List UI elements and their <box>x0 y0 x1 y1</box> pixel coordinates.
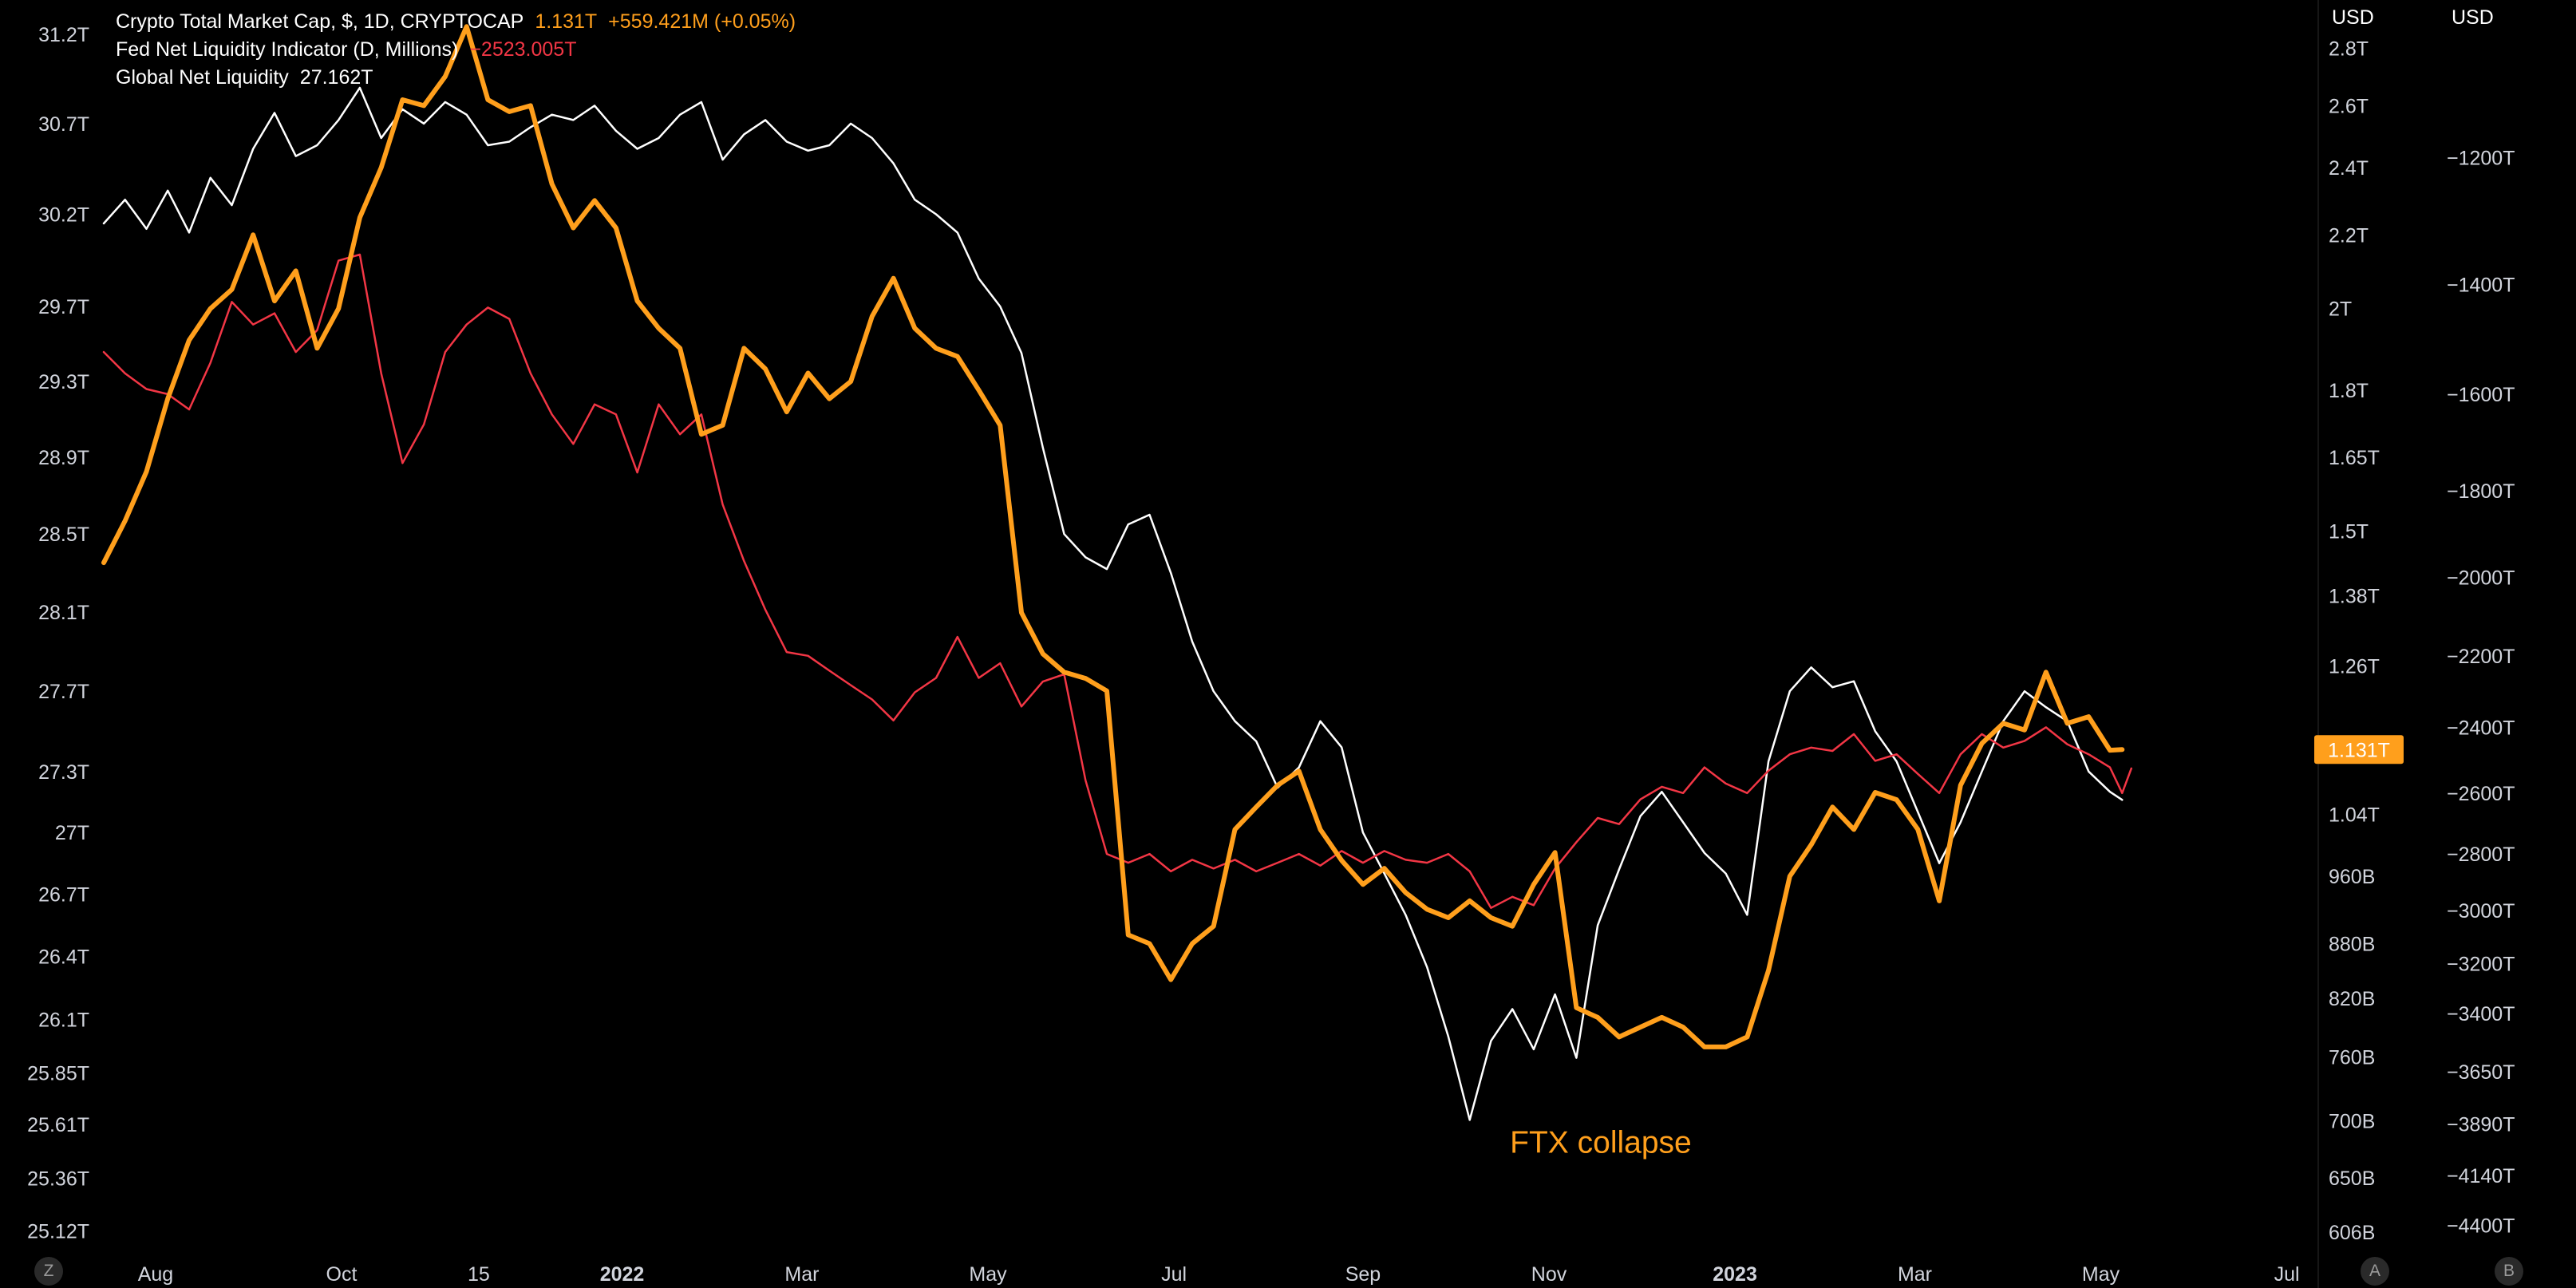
legend-series-change: +559.421M (+0.05%) <box>608 10 796 33</box>
right-tick-label: 606B <box>2329 1222 2375 1244</box>
fed-tick-label: −1800T <box>2447 480 2515 503</box>
left-tick-label: 29.7T <box>38 296 89 318</box>
fed-tick-label: −4140T <box>2447 1165 2515 1187</box>
right-price-axis-usd: USD 2.8T 2.6T 2.4T 2.2T 2T 1.8T 1.65T 1.5T 1.38T 1… <box>2329 6 2380 1244</box>
right-tick-label: 880B <box>2329 933 2375 955</box>
left-tick-label: 25.85T <box>27 1062 89 1085</box>
right-tick-label: 700B <box>2329 1110 2375 1132</box>
x-tick-label: Jul <box>1161 1263 1187 1286</box>
legend-series-name: Global Net Liquidity <box>116 66 289 89</box>
legend-series-value: −2523.005T <box>469 38 577 61</box>
right-tick-label: 1.65T <box>2329 447 2380 469</box>
x-tick-label: Aug <box>138 1263 173 1286</box>
right-tick-label: 1.5T <box>2329 521 2369 543</box>
left-tick-label: 25.61T <box>27 1114 89 1136</box>
left-tick-label: 27.3T <box>38 761 89 784</box>
right-tick-label: 2.2T <box>2329 224 2369 247</box>
legend-series-name: Fed Net Liquidity Indicator (D, Millions… <box>116 38 459 61</box>
right-tick-label: 760B <box>2329 1047 2375 1069</box>
annotation-layer: FTX collapse <box>1510 1125 1692 1160</box>
x-tick-label: 15 <box>468 1263 490 1286</box>
left-tick-label: 30.2T <box>38 203 89 226</box>
series-layer <box>101 24 2133 1121</box>
fed-tick-label: −1600T <box>2447 384 2515 406</box>
right-tick-label: 2.4T <box>2329 157 2369 180</box>
fed-tick-label: −2600T <box>2447 783 2515 805</box>
legend-fed-net-liquidity[interactable]: Fed Net Liquidity Indicator (D, Millions… <box>116 36 796 64</box>
fed-tick-label: −3000T <box>2447 900 2515 923</box>
right-tick-label: 650B <box>2329 1167 2375 1190</box>
right-tick-label: 2T <box>2329 298 2352 321</box>
right-price-axis-fed: USD −1200T −1400T −1600T −1800T −2000T −2200T −… <box>2447 6 2515 1237</box>
right-axis-unit-label: USD <box>2332 6 2374 29</box>
x-tick-label: May <box>2082 1263 2120 1286</box>
x-tick-label: 2022 <box>600 1263 645 1286</box>
fed-tick-label: −3400T <box>2447 1003 2515 1025</box>
right-tick-label: 2.6T <box>2329 95 2369 117</box>
left-tick-label: 29.3T <box>38 371 89 393</box>
fed-tick-label: −3200T <box>2447 954 2515 976</box>
timezone-scale-badge[interactable]: Z <box>34 1257 63 1286</box>
left-tick-label: 26.4T <box>38 946 89 969</box>
x-tick-label: Mar <box>1898 1263 1932 1286</box>
x-tick-label: Nov <box>1531 1263 1567 1286</box>
left-tick-label: 25.36T <box>27 1168 89 1191</box>
right-tick-label: 820B <box>2329 988 2375 1010</box>
fed-tick-label: −3890T <box>2447 1114 2515 1136</box>
last-value-marker: 1.131T <box>2314 735 2404 765</box>
fed-tick-label: −1400T <box>2447 274 2515 296</box>
left-tick-label: 31.2T <box>38 24 89 46</box>
legend-series-value: 27.162T <box>299 66 373 89</box>
x-tick-label: May <box>969 1263 1007 1286</box>
legend-series-name: Crypto Total Market Cap, $, 1D, CRYPTOCA… <box>116 10 524 33</box>
fed-tick-label: −2000T <box>2447 567 2515 590</box>
legend-series-value: 1.131T <box>535 10 598 33</box>
left-tick-label: 26.1T <box>38 1009 89 1032</box>
left-tick-label: 26.7T <box>38 883 89 906</box>
right-tick-label: 1.38T <box>2329 585 2380 607</box>
chart-legend: Crypto Total Market Cap, $, 1D, CRYPTOCA… <box>116 8 796 92</box>
x-tick-label: 2023 <box>1713 1263 1757 1286</box>
left-tick-label: 30.7T <box>38 113 89 136</box>
series-line-fed-net-liquidity-indicator <box>102 253 2133 909</box>
x-tick-label: Oct <box>326 1263 358 1286</box>
ftx-collapse-annotation: FTX collapse <box>1510 1125 1692 1160</box>
fed-tick-label: −1200T <box>2447 148 2515 170</box>
right-tick-label: 2.8T <box>2329 38 2369 61</box>
left-tick-label: 27T <box>55 822 89 844</box>
time-axis: Aug Oct 15 2022 Mar May Jul Sep Nov 2023 Mar May Jul <box>138 1263 2300 1286</box>
last-value-label: 1.131T <box>2328 739 2390 761</box>
last-value-badge <box>2314 735 2404 765</box>
right-tick-label: 1.26T <box>2329 656 2380 678</box>
left-tick-label: 25.12T <box>27 1220 89 1243</box>
fed-tick-label: −4400T <box>2447 1215 2515 1237</box>
legend-global-net-liquidity[interactable]: Global Net Liquidity 27.162T <box>116 64 796 92</box>
left-tick-label: 28.1T <box>38 602 89 624</box>
right-tick-label: 1.8T <box>2329 380 2369 402</box>
left-price-axis: 31.2T 30.7T 30.2T 29.7T 29.3T 28.9T 28.5T 28.1T… <box>27 24 89 1243</box>
right-tick-label: 960B <box>2329 866 2375 888</box>
left-tick-label: 27.7T <box>38 681 89 703</box>
x-tick-label: Mar <box>784 1263 819 1286</box>
legend-crypto-total-market-cap[interactable]: Crypto Total Market Cap, $, 1D, CRYPTOCA… <box>116 8 796 36</box>
left-tick-label: 28.9T <box>38 447 89 469</box>
auto-scale-badge[interactable]: A <box>2361 1257 2389 1286</box>
series-line-crypto-total-market-cap <box>101 24 2125 1049</box>
fed-tick-label: −2400T <box>2447 717 2515 739</box>
right-tick-label: 1.04T <box>2329 804 2380 827</box>
left-tick-label: 28.5T <box>38 523 89 546</box>
fed-axis-unit-label: USD <box>2452 6 2494 29</box>
x-tick-label: Jul <box>2274 1263 2300 1286</box>
x-tick-label: Sep <box>1345 1263 1381 1286</box>
fed-tick-label: −2800T <box>2447 844 2515 866</box>
series-line-global-net-liquidity <box>102 86 2124 1121</box>
fed-tick-label: −2200T <box>2447 646 2515 668</box>
scale-b-badge[interactable]: B <box>2495 1257 2523 1286</box>
fed-tick-label: −3650T <box>2447 1061 2515 1084</box>
